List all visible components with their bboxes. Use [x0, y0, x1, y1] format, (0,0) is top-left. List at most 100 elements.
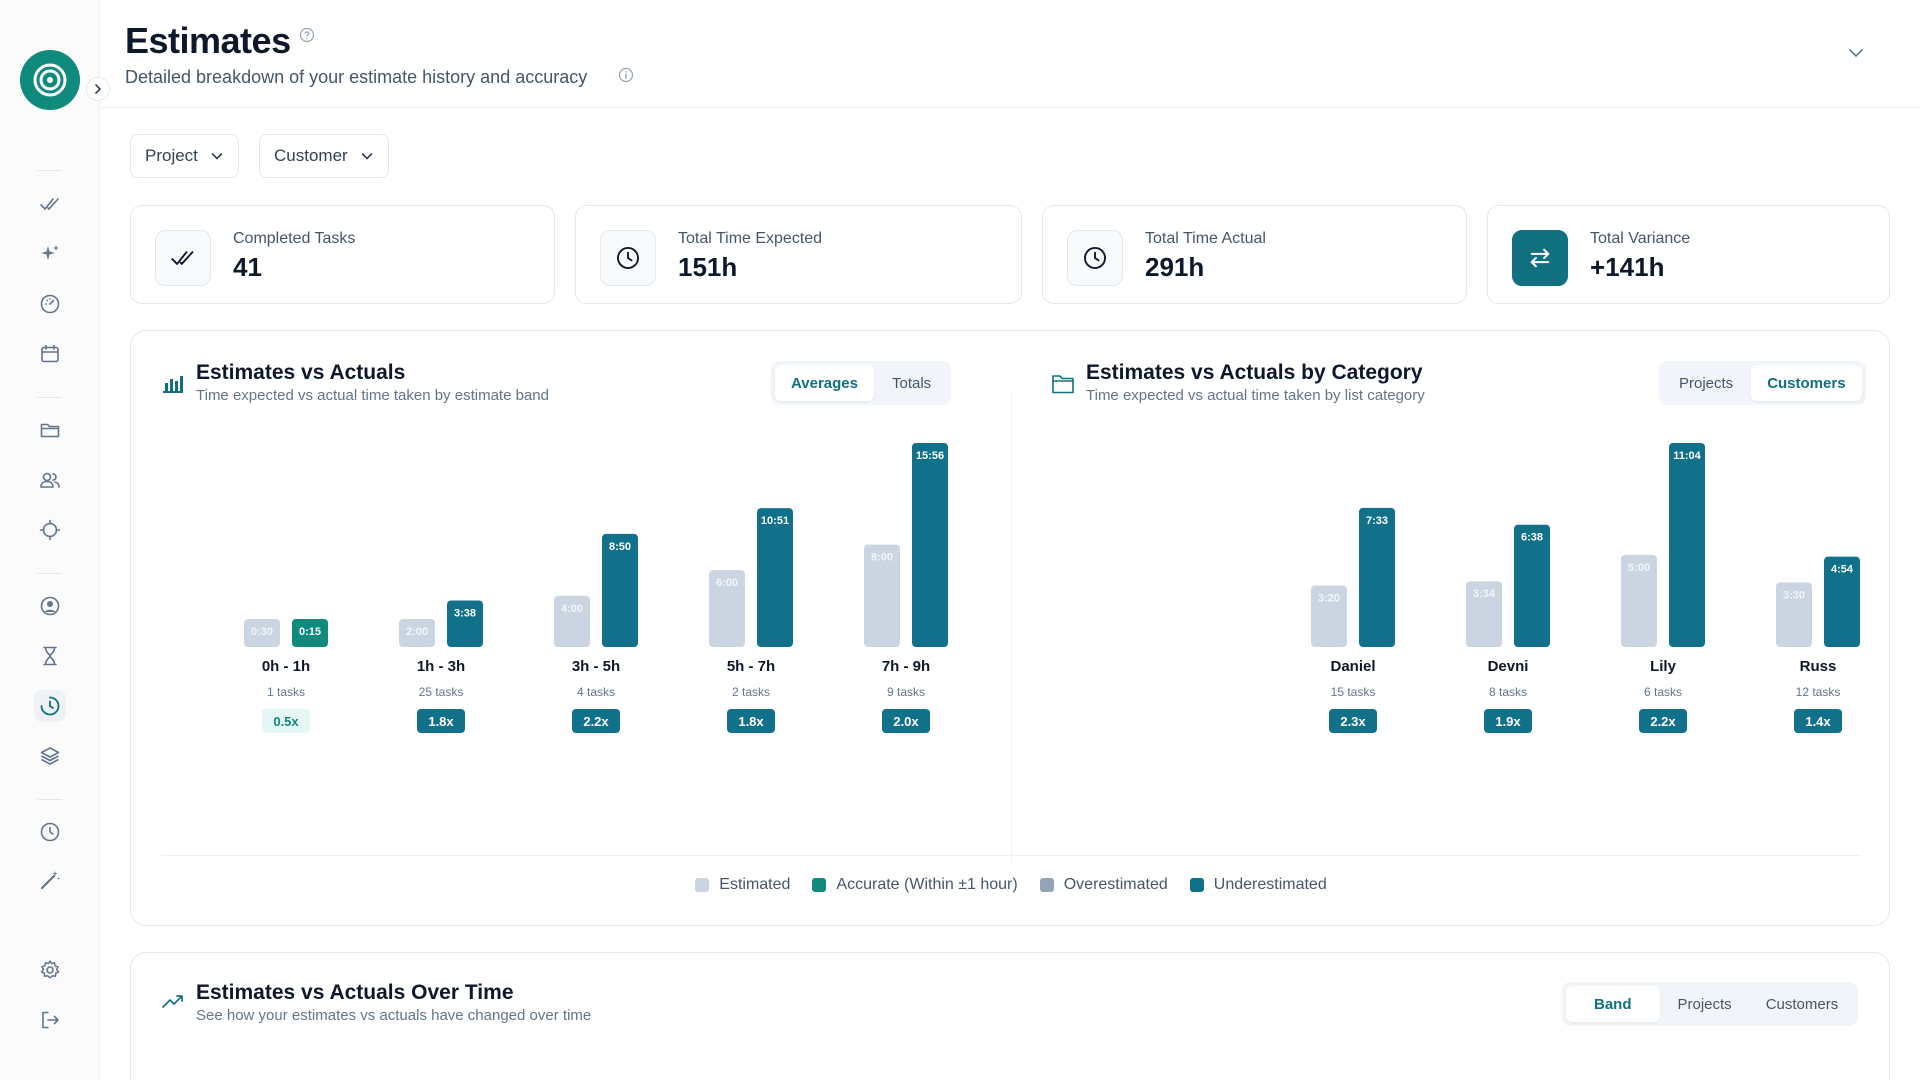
task-count-label: 9 tasks	[887, 685, 925, 699]
double-check-icon	[170, 245, 196, 271]
actual-bar-label: 11:04	[1673, 450, 1701, 462]
nav-divider	[38, 397, 62, 398]
customer-filter[interactable]: Customer	[259, 134, 389, 178]
ratio-badge-label: 2.3x	[1340, 714, 1366, 729]
chevron-down-icon	[360, 149, 374, 163]
ratio-badge-label: 1.8x	[428, 714, 454, 729]
panel-divider	[1011, 393, 1012, 863]
estimated-bar-label: 0:30	[251, 626, 273, 638]
actual-bar-label: 0:15	[299, 626, 321, 638]
layers-icon	[39, 745, 61, 767]
nav-projects[interactable]	[34, 414, 66, 446]
nav-calendar[interactable]	[34, 338, 66, 370]
band-mode-toggle: Averages Totals	[771, 361, 951, 405]
timer-icon	[39, 695, 61, 717]
nav-ai[interactable]	[34, 238, 66, 270]
actual-bar-label: 6:38	[1521, 532, 1543, 544]
nav-layers[interactable]	[34, 740, 66, 772]
nav-profile[interactable]	[34, 590, 66, 622]
toggle-band[interactable]: Band	[1566, 986, 1660, 1022]
nav-dashboard[interactable]	[34, 288, 66, 320]
magic-wand-icon	[39, 869, 61, 891]
ratio-badge-label: 1.4x	[1805, 714, 1831, 729]
category-label: 5h - 7h	[727, 658, 775, 675]
stat-icon-box	[600, 230, 656, 286]
task-count-label: 8 tasks	[1489, 685, 1527, 699]
help-icon[interactable]	[299, 27, 315, 43]
nav-settings[interactable]	[34, 954, 66, 986]
toggle-projects[interactable]: Projects	[1663, 365, 1749, 401]
over-time-panel: Estimates vs Actuals Over Time See how y…	[130, 952, 1890, 1080]
estimates-chart-panel: Estimates vs Actuals Time expected vs ac…	[130, 330, 1890, 926]
target-icon	[30, 60, 70, 100]
logout-icon	[39, 1009, 61, 1031]
calendar-icon	[39, 343, 61, 365]
nav-divider	[38, 799, 62, 800]
category-label: 1h - 3h	[417, 658, 465, 675]
ratio-badge-label: 2.0x	[893, 714, 919, 729]
actual-bar-label: 15:56	[916, 450, 944, 462]
nav-magic[interactable]	[34, 864, 66, 896]
task-count-label: 25 tasks	[419, 685, 464, 699]
crosshair-icon	[39, 519, 61, 541]
estimated-bar-label: 3:20	[1318, 593, 1340, 605]
nav-customers[interactable]	[34, 464, 66, 496]
stat-icon-box	[155, 230, 211, 286]
nav-tasks[interactable]	[34, 188, 66, 220]
toggle-customers[interactable]: Customers	[1751, 365, 1861, 401]
actual-bar	[912, 443, 948, 647]
gauge-icon	[39, 293, 61, 315]
toggle-totals[interactable]: Totals	[876, 365, 947, 401]
trending-up-icon	[161, 991, 185, 1011]
nav-focus[interactable]	[34, 514, 66, 546]
estimated-bar-label: 3:30	[1783, 589, 1805, 601]
estimated-bar-label: 6:00	[716, 577, 738, 589]
sidebar	[0, 0, 100, 1080]
category-label: Russ	[1800, 658, 1837, 675]
toggle-projects[interactable]: Projects	[1662, 986, 1748, 1022]
category-label: Lily	[1650, 658, 1676, 675]
legend-label: Overestimated	[1064, 876, 1168, 894]
nav-estimates[interactable]	[34, 690, 66, 722]
swap-arrows-icon	[1527, 245, 1553, 271]
actual-bar-label: 7:33	[1366, 515, 1388, 527]
ratio-badge-label: 2.2x	[1650, 714, 1676, 729]
estimated-bar-label: 2:00	[406, 626, 428, 638]
chevron-down-icon[interactable]	[1846, 43, 1866, 63]
chevron-down-icon	[210, 149, 224, 163]
stat-label: Total Variance	[1590, 230, 1690, 248]
customer-filter-label: Customer	[274, 146, 348, 166]
over-time-subtitle: See how your estimates vs actuals have c…	[196, 1007, 591, 1024]
toggle-averages[interactable]: Averages	[775, 365, 874, 401]
folder-icon	[1051, 373, 1075, 395]
hourglass-icon	[39, 645, 61, 667]
users-icon	[39, 469, 61, 491]
task-count-label: 1 tasks	[267, 685, 305, 699]
band-chart-subtitle: Time expected vs actual time taken by es…	[196, 387, 549, 404]
app-logo[interactable]	[20, 50, 80, 110]
stat-value: +141h	[1590, 252, 1664, 283]
category-label: Daniel	[1330, 658, 1375, 675]
legend-item-accurate: Accurate (Within ±1 hour)	[812, 876, 1017, 894]
toggle-customers[interactable]: Customers	[1750, 986, 1855, 1022]
category-bar-chart: 3:207:33Daniel15 tasks2.3x3:346:38Devni8…	[1046, 431, 1876, 851]
actual-bar-label: 8:50	[609, 541, 631, 553]
task-count-label: 4 tasks	[577, 685, 615, 699]
category-mode-toggle: Projects Customers	[1659, 361, 1866, 405]
actual-bar-label: 3:38	[454, 607, 476, 619]
project-filter[interactable]: Project	[130, 134, 239, 178]
nav-history[interactable]	[34, 816, 66, 848]
info-icon[interactable]	[618, 67, 634, 83]
nav-logout[interactable]	[34, 1004, 66, 1036]
page-header: Estimates Detailed breakdown of your est…	[100, 0, 1920, 108]
chart-legend: Estimated Accurate (Within ±1 hour) Over…	[131, 876, 1891, 894]
legend-swatch	[1190, 878, 1204, 892]
sparkles-icon	[39, 243, 61, 265]
page-title: Estimates	[125, 20, 291, 62]
legend-swatch	[1040, 878, 1054, 892]
actual-bar-label: 4:54	[1831, 564, 1854, 576]
legend-item-estimated: Estimated	[695, 876, 790, 894]
nav-timer[interactable]	[34, 640, 66, 672]
over-time-title: Estimates vs Actuals Over Time	[196, 981, 514, 1005]
stat-label: Total Time Expected	[678, 230, 822, 248]
